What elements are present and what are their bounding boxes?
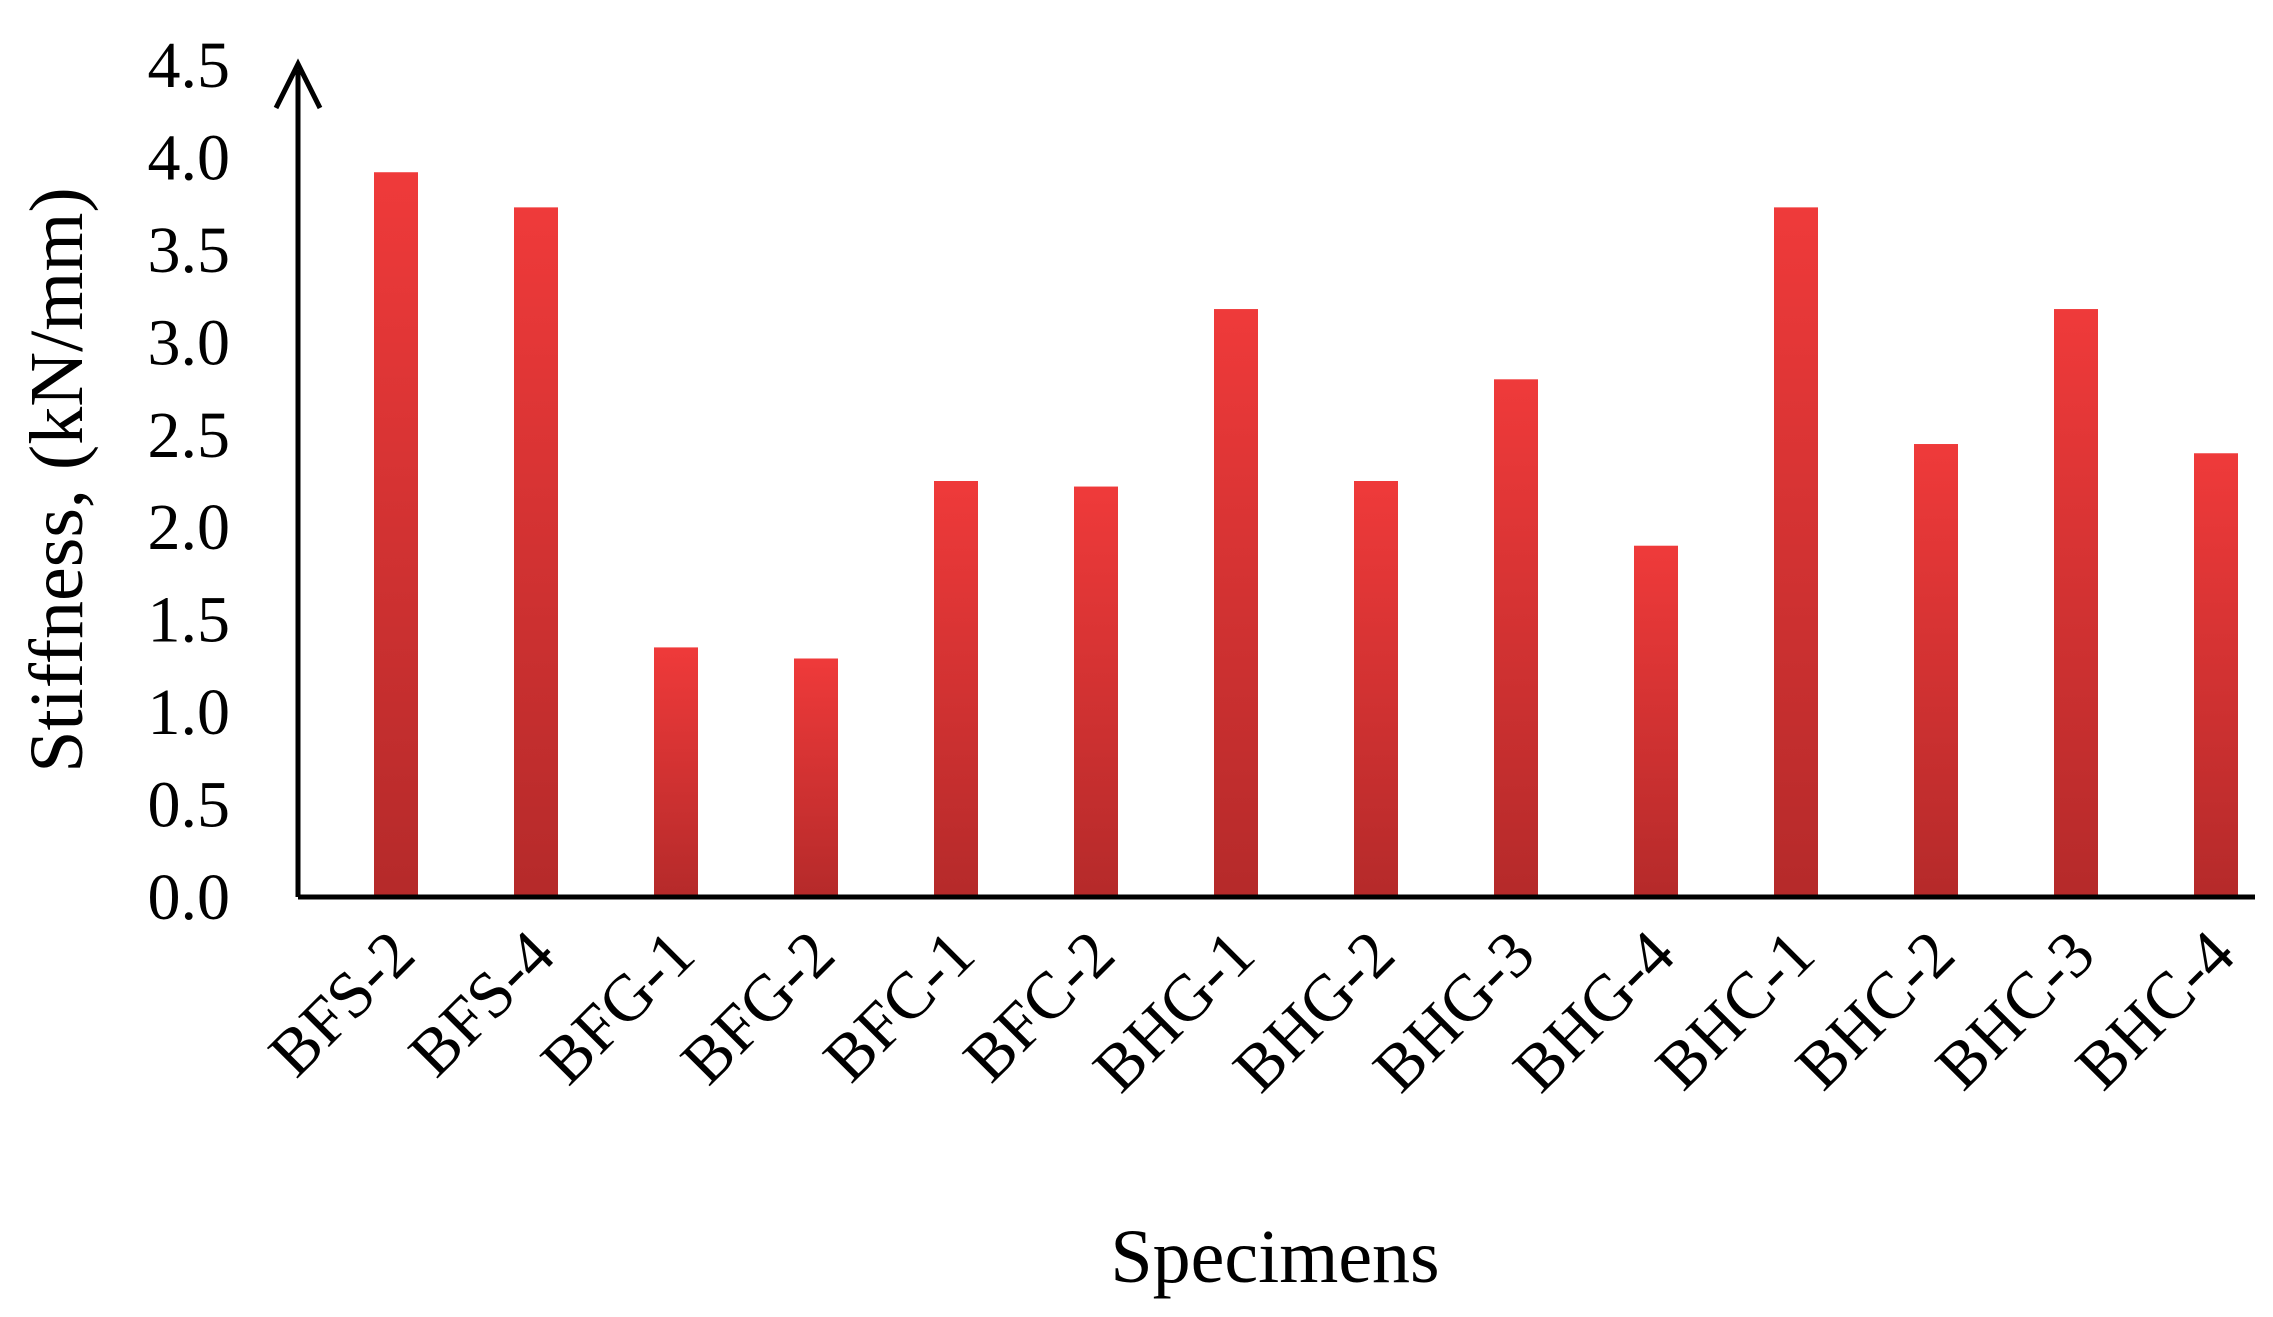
bar-bhc-1 — [1774, 207, 1818, 897]
y-tick-label: 4.0 — [148, 121, 231, 194]
x-tick-label: BHG-2 — [1220, 917, 1409, 1106]
x-tick-label: BHG-1 — [1080, 917, 1269, 1106]
y-axis-title: Stiffness, (kN/mm) — [15, 187, 99, 772]
y-tick-label: 2.5 — [148, 399, 231, 472]
x-tick-label: BFC-1 — [810, 917, 989, 1096]
bar-bfg-2 — [794, 658, 838, 897]
x-tick-label: BHG-4 — [1500, 917, 1689, 1106]
x-tick-label: BFS-4 — [395, 917, 569, 1091]
y-tick-label: 0.0 — [148, 861, 231, 934]
bar-bfs-2 — [374, 172, 418, 898]
y-tick-label: 1.5 — [148, 584, 231, 657]
y-tick-label: 2.0 — [148, 491, 231, 564]
x-tick-label: BFS-2 — [255, 917, 429, 1091]
bar-bhg-4 — [1634, 545, 1678, 897]
bar-bfc-1 — [934, 481, 978, 897]
y-tick-label: 1.0 — [148, 676, 231, 749]
bar-bhc-4 — [2194, 453, 2238, 897]
x-category-labels: BFS-2BFS-4BFG-1BFG-2BFC-1BFC-2BHG-1BHG-2… — [255, 917, 2249, 1106]
y-tick-labels: 0.0 0.5 1.0 1.5 2.0 2.5 3.0 3.5 4.0 4.5 — [148, 29, 231, 934]
x-tick-label: BFG-2 — [667, 917, 848, 1098]
bar-bhg-3 — [1494, 379, 1538, 897]
x-tick-label: BHC-1 — [1642, 917, 1828, 1103]
x-tick-label: BHC-3 — [1922, 917, 2108, 1103]
bar-bfg-1 — [654, 647, 698, 897]
y-tick-label: 3.5 — [148, 214, 231, 287]
bar-bfc-2 — [1074, 486, 1118, 897]
x-tick-label: BHC-4 — [2062, 917, 2248, 1103]
y-tick-label: 4.5 — [148, 29, 231, 102]
bar-bhc-3 — [2054, 309, 2098, 897]
bar-bfs-4 — [514, 207, 558, 897]
x-tick-label: BFG-1 — [527, 917, 708, 1098]
axes-layer — [273, 58, 2255, 900]
bars-layer — [374, 172, 2238, 898]
y-tick-label: 0.5 — [148, 769, 231, 842]
y-axis-arrowhead — [273, 58, 323, 110]
x-axis-title: Specimens — [1110, 1215, 1439, 1299]
bar-bhg-2 — [1354, 481, 1398, 897]
x-tick-label: BHC-2 — [1782, 917, 1968, 1103]
bar-bhg-1 — [1214, 309, 1258, 897]
y-tick-label: 3.0 — [148, 306, 231, 379]
bar-bhc-2 — [1914, 444, 1958, 897]
x-tick-label: BHG-3 — [1360, 917, 1549, 1106]
